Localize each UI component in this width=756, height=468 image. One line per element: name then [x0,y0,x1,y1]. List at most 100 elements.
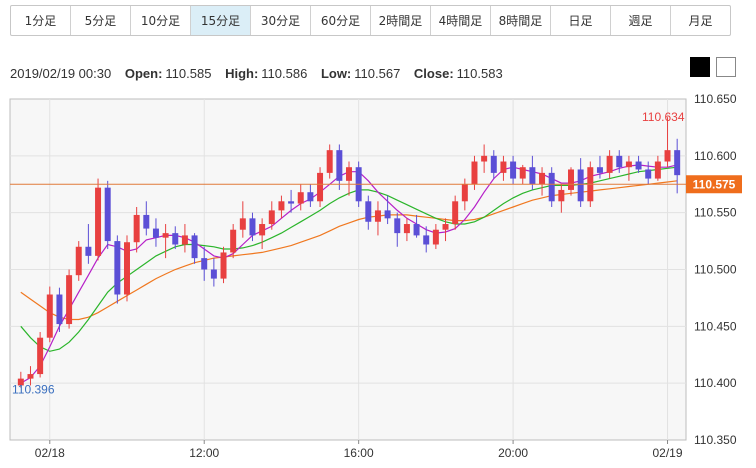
candle-body [201,258,208,270]
high-value: 110.586 [261,66,308,81]
max-price-label: 110.634 [642,110,685,124]
y-tick-label: 110.600 [694,149,737,163]
x-tick-label: 02/18 [35,446,65,460]
light-theme-button[interactable] [716,57,736,77]
tab-timeframe[interactable]: 30分足 [251,6,311,35]
x-tick-label: 12:00 [189,446,219,460]
candle-body [529,167,536,185]
candle-body [297,192,304,204]
y-tick-label: 110.350 [694,433,737,447]
candle-body [346,167,352,181]
candle-body [181,235,188,245]
candle-body [220,252,227,279]
candle-body [336,150,343,181]
candle-body [104,187,111,242]
candle-body [133,214,140,243]
candle-body [471,161,478,185]
candle-body [230,229,237,253]
candle-body [66,275,73,325]
candle-body [17,378,24,386]
candle-body [423,235,430,245]
candle-body [114,241,121,295]
candle-body [95,187,102,256]
tab-timeframe[interactable]: 5分足 [71,6,131,35]
candle-body [259,224,266,236]
low-value: 110.567 [354,66,401,81]
candle-body [210,269,217,279]
dark-theme-button[interactable] [690,57,710,77]
ma-slow-line [20,180,678,321]
candle-body [143,214,150,229]
y-tick-label: 110.550 [694,206,737,220]
min-price-label: 110.396 [12,383,55,397]
ohlc-datetime: 2019/02/19 00:30 [10,66,112,81]
low-label: Low: [320,66,352,81]
candle-body [394,218,401,234]
candle-body [664,150,671,162]
candle-body [568,169,574,190]
timeframe-tabbar: 1分足 5分足 10分足 15分足 30分足 60分足 2時間足 4時間足 8時間足 日足 週足 月足 [10,5,731,36]
candle-body [326,150,333,173]
candle-body [452,201,459,225]
candle-body [645,169,652,179]
tab-timeframe[interactable]: 4時間足 [431,6,491,35]
y-tick-label: 110.650 [694,92,737,106]
tab-timeframe[interactable]: 60分足 [311,6,371,35]
current-price-tag [686,175,742,194]
tab-timeframe[interactable]: 月足 [688,14,713,28]
candle-body [606,155,613,173]
x-tick-label: 20:00 [498,446,528,460]
open-label: Open: [124,66,163,81]
y-tick-label: 110.450 [694,319,737,333]
candle-body [288,201,295,204]
x-tick-label: 16:00 [344,446,374,460]
candle-body [519,167,526,179]
tab-timeframe[interactable]: 1分足 [11,6,71,35]
candle-body [384,210,391,219]
y-tick-label: 110.400 [694,376,737,390]
y-tick-label: 110.500 [694,263,737,277]
candle-body [162,233,169,238]
candle-body [365,201,372,222]
open-value: 110.585 [165,66,212,81]
tab-timeframe[interactable]: 日足 [551,6,611,35]
candle-body [307,192,314,202]
high-label: High: [225,66,259,81]
tab-timeframe[interactable]: 10分足 [131,6,191,35]
candle-body [172,233,179,245]
candle-body [278,201,285,211]
candle-body [490,155,497,173]
candle-body [317,172,324,202]
candle-body [268,210,275,225]
candle-body [37,337,44,375]
candle-body [616,155,623,168]
candle-body [596,167,603,173]
close-label: Close: [413,66,454,81]
candle-body [124,242,130,295]
candle-body [510,161,517,179]
candle-body [548,172,555,202]
candle-body [56,294,63,325]
candle-body [442,224,449,230]
candle-body [152,228,159,238]
candle-body [413,224,420,236]
candle-body [374,210,381,222]
candle-body [191,235,198,259]
ohlc-readout: 2019/02/19 00:30 Open: 110.585 High: 110.5… [10,66,503,81]
candle-body [75,246,82,276]
candle-body [461,184,468,202]
tab-timeframe[interactable]: 週足 [611,6,671,35]
candle-body [577,169,584,202]
candle-body [249,218,256,236]
candle-body [558,189,565,202]
candle-body [403,224,410,234]
tab-timeframe[interactable]: 15分足 [191,6,251,35]
candle-body [674,150,681,176]
tab-timeframe[interactable]: 8時間足 [491,6,551,35]
candle-body [625,161,632,168]
tab-timeframe[interactable]: 2時間足 [371,6,431,35]
close-value: 110.583 [456,66,503,81]
candle-body [481,155,488,162]
candle-body [46,294,53,338]
